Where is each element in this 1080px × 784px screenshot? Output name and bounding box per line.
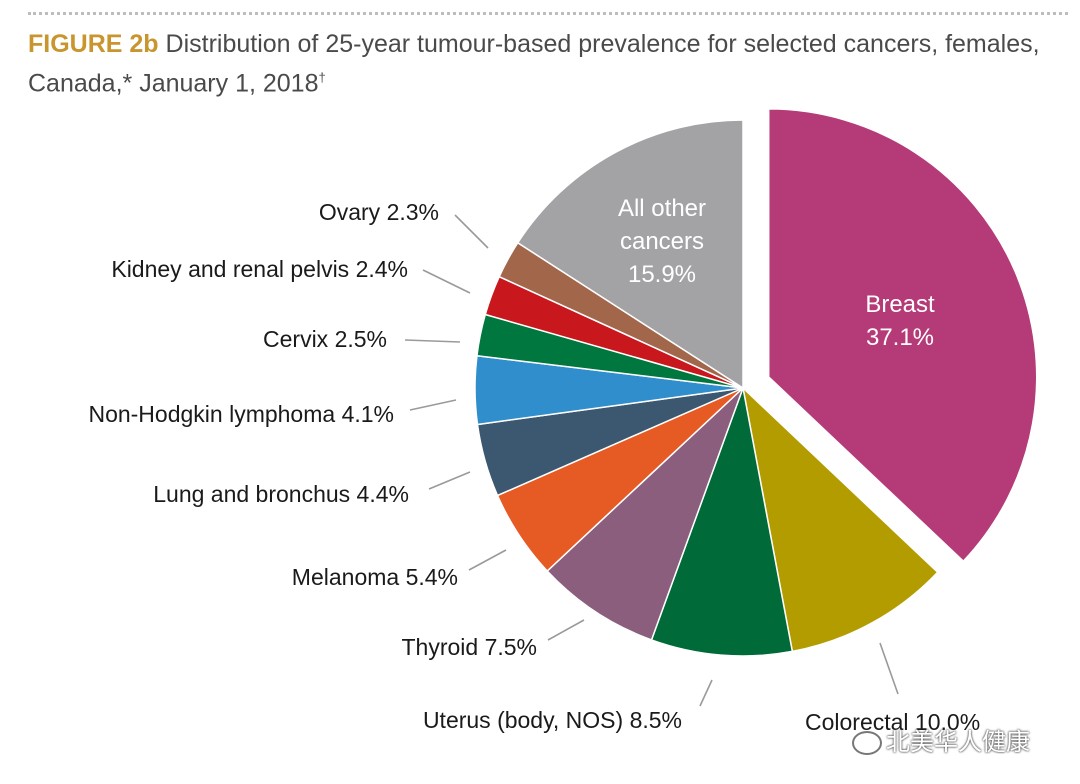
label-non-hodgkin-lymphoma: Non-Hodgkin lymphoma 4.1% — [88, 401, 394, 427]
label-colorectal: Colorectal 10.0% — [805, 709, 980, 735]
slice-breast — [767, 108, 1038, 563]
label-lung-and-bronchus: Lung and bronchus 4.4% — [153, 481, 409, 507]
label-melanoma: Melanoma 5.4% — [292, 564, 458, 590]
leader-lung-and-bronchus — [428, 471, 471, 490]
figure-title: FIGURE 2b Distribution of 25-year tumour… — [28, 28, 1068, 100]
label-uterus-body-nos: Uterus (body, NOS) 8.5% — [423, 707, 682, 733]
title-line2: Canada,* January 1, 2018 — [28, 69, 319, 98]
label-breast-line1: Breast — [865, 291, 935, 318]
leader-uterus-body-nos — [699, 679, 713, 707]
slice-all-other-cancers — [516, 119, 744, 390]
label-thyroid: Thyroid 7.5% — [401, 634, 537, 660]
leader-cervix — [404, 339, 461, 343]
watermark-text: 北美华人健康 — [886, 728, 1030, 756]
leader-non-hodgkin-lymphoma — [409, 399, 457, 411]
label-all-other-cancers-line3: 15.9% — [628, 261, 696, 288]
title-dagger: † — [318, 70, 326, 85]
top-dotted-rule — [28, 12, 1068, 15]
label-all-other-cancers-line1: All other — [618, 195, 706, 222]
label-cervix: Cervix 2.5% — [263, 326, 387, 352]
slice-thyroid — [546, 387, 744, 641]
leader-colorectal — [879, 642, 899, 695]
figure-label: FIGURE 2b — [28, 30, 159, 58]
watermark: 北美华人健康 — [852, 722, 1030, 757]
label-ovary: Ovary 2.3% — [319, 199, 439, 225]
slice-uterus-body-nos — [650, 385, 794, 657]
wechat-icon — [852, 731, 882, 755]
leader-ovary — [454, 214, 489, 249]
label-breast-line2: 37.1% — [866, 324, 934, 351]
slice-colorectal — [741, 385, 939, 653]
leader-kidney-and-renal-pelvis — [422, 269, 471, 294]
label-kidney-and-renal-pelvis: Kidney and renal pelvis 2.4% — [111, 256, 408, 282]
title-text: Distribution of 25-year tumour-based pre… — [165, 30, 1040, 58]
leader-thyroid — [547, 619, 585, 641]
leader-melanoma — [468, 549, 507, 571]
label-all-other-cancers-line2: cancers — [620, 228, 704, 255]
